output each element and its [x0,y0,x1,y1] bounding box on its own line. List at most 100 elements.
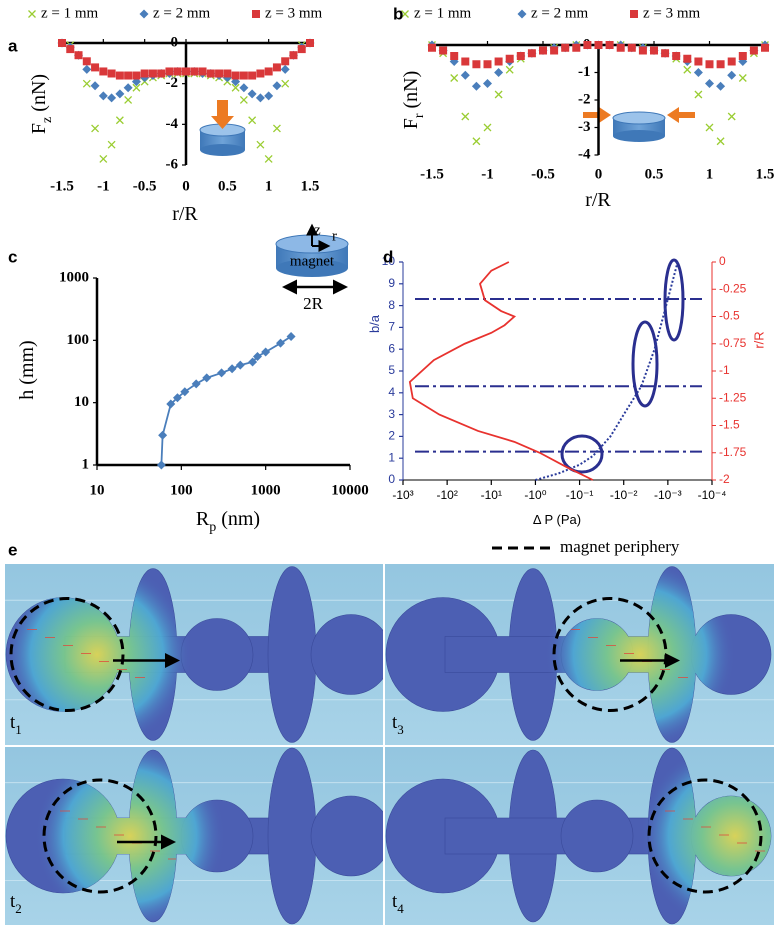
frame-content [5,747,383,925]
marker [256,69,265,78]
frame-label-main: t [10,891,16,912]
y2-tick-label: 0 [719,254,726,268]
axis-r-label: r [332,228,337,244]
marker [173,67,182,76]
marker [58,39,66,47]
frame-label-sub: 4 [397,901,404,916]
marker [483,123,492,132]
frame-label: t3 [392,712,404,737]
y-axis-title-unit: (nN) [28,74,50,112]
marker [527,49,536,58]
marker [694,57,703,66]
field-highlight [640,748,771,924]
y2-tick-label: -2 [719,472,730,486]
x-tick-label: 0 [595,166,603,182]
x-tick-label: 100 [170,482,193,498]
y-tick-label: 0 [171,34,179,50]
legend-label: z = 3 mm [643,5,701,21]
marker [252,352,262,362]
marker [289,51,298,60]
width-label: 2R [303,294,324,313]
marker [561,43,570,52]
marker [227,364,237,374]
marker [627,43,636,52]
legend-label: magnet periphery [560,537,680,556]
marker [472,60,481,69]
marker [286,332,296,342]
series-line [535,261,679,481]
channel [267,747,317,925]
y-axis-title-sub: r [412,113,427,118]
marker [494,68,504,77]
frame [5,747,383,925]
marker [166,399,176,409]
marker [738,74,747,82]
y-tick-label: -4 [166,116,179,132]
marker [123,83,133,93]
legend-label: z = 2 mm [531,5,589,21]
marker [99,67,108,76]
frame [5,564,383,745]
x-tick-label: -10² [436,488,457,502]
x-tick-label: -0.5 [531,166,555,182]
marker [306,39,314,47]
marker [450,74,459,82]
y-tick-label: 8 [388,298,395,312]
marker [705,123,714,132]
y-tick-label: 4 [388,385,395,399]
marker [605,41,614,49]
marker [182,67,190,76]
marker [281,79,290,88]
y-tick-label: 1000 [59,269,89,285]
frame-label-sub: 3 [397,722,404,737]
field-highlight [6,566,192,743]
x-tick-label: -1.5 [420,166,444,182]
marker [264,91,274,101]
marker [505,65,514,74]
x-tick-label: 1 [265,178,273,194]
marker [107,93,117,103]
legend-label: z = 1 mm [41,5,99,21]
inset-a [199,100,246,156]
field [6,566,192,743]
x-tick-label: -10⁻⁴ [698,488,727,502]
x-tick-label: 0.5 [645,166,664,182]
y-axis-title-main: b/a [367,314,382,333]
marker [231,83,240,92]
y2-tick-label: -1.5 [719,418,740,432]
marker [239,83,249,93]
marker [280,64,290,74]
y-tick-label: -3 [578,119,591,135]
legend-marker [517,9,527,19]
y2-axis-title: r/R [751,331,766,348]
marker [705,79,714,88]
frame-content [385,564,774,745]
marker [247,89,257,99]
marker [124,95,133,104]
marker [255,93,265,103]
marker [572,43,581,52]
marker [156,460,166,470]
marker [172,393,182,403]
x-axis-title: Rp (nm) [196,508,260,535]
frame [385,747,774,925]
marker [206,69,215,78]
marker [272,81,282,91]
frame-label-main: t [392,712,398,733]
x-tick-label: -10⁻¹ [566,488,594,502]
marker [450,52,459,60]
x-tick-label: -0.5 [133,178,157,194]
y-axis-title: b/a [367,314,382,333]
marker [693,68,703,77]
y-tick-label: 100 [67,332,90,348]
y-tick-label: 5 [388,363,395,377]
x-axis-title-sub: p [209,520,216,535]
marker [248,71,257,80]
marker [256,140,265,149]
x-tick-label: 1 [706,166,714,182]
marker [202,373,212,383]
frame-label: t4 [392,891,404,916]
x-axis-title-main: Δ P (Pa) [533,512,581,527]
marker [261,347,271,357]
x-tick-label: 1.5 [301,178,320,194]
